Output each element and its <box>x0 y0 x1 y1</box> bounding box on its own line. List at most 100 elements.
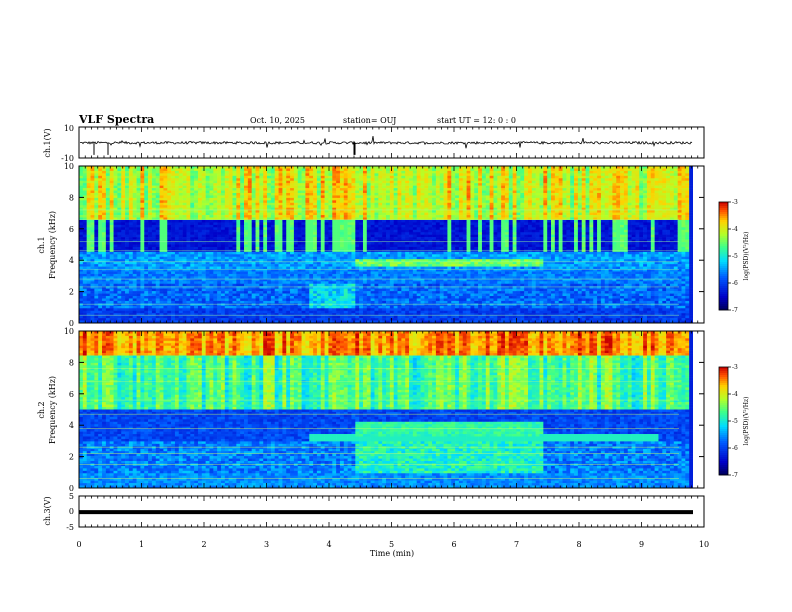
spectrogram-cell <box>478 212 483 216</box>
spectrogram-cell <box>443 178 448 182</box>
spectrogram-cell <box>574 219 579 223</box>
spectrogram-cell <box>662 173 667 177</box>
spectrogram-cell <box>163 166 168 169</box>
spectrogram-cell <box>263 205 268 208</box>
spectrogram-cell <box>355 188 360 191</box>
spectrogram-cell <box>439 224 444 228</box>
spectrogram-cell <box>125 175 130 179</box>
spectrogram-cell <box>313 168 318 172</box>
spectrogram-cell <box>90 170 95 174</box>
spectrogram-cell <box>543 180 548 184</box>
spectrogram-cell <box>102 232 107 235</box>
spectrogram-cell <box>677 200 682 204</box>
spectrogram-cell <box>82 188 87 191</box>
spectrogram-cell <box>251 217 256 221</box>
spectrogram-cell <box>416 200 421 204</box>
spectrogram-cell <box>309 210 314 213</box>
spectrogram-cell <box>370 210 375 213</box>
spectrogram-cell <box>627 212 632 216</box>
spectrogram-cell <box>612 188 617 191</box>
spectrogram-cell <box>267 200 272 204</box>
spectrogram-cell <box>171 217 176 221</box>
spectrogram-cell <box>462 173 467 177</box>
spectrogram-cell <box>424 215 429 218</box>
spectrogram-cell <box>623 232 629 235</box>
spectrogram-cell <box>386 229 391 233</box>
spectrogram-cell <box>263 197 268 201</box>
spectrogram-cell <box>493 178 498 182</box>
spectrogram-cell <box>259 173 264 177</box>
spectrogram-cell <box>623 200 629 204</box>
spectrogram-cell <box>144 202 149 206</box>
spectrogram-cell <box>646 183 652 186</box>
spectrogram-cell <box>389 229 394 233</box>
spectrogram-cell <box>677 170 682 174</box>
spectrogram-cell <box>328 166 333 169</box>
spectrogram-cell <box>190 234 195 238</box>
spectrogram-cell <box>293 195 299 199</box>
spectrogram-cell <box>136 219 141 223</box>
spectrogram-cell <box>244 227 249 231</box>
spectrogram-cell <box>182 222 187 226</box>
spectrogram-cell <box>339 229 345 233</box>
spectrogram-cell <box>232 192 237 196</box>
spectrogram-cell <box>205 185 210 189</box>
spectrogram-cell <box>666 210 671 213</box>
spectrogram-cell <box>543 175 548 179</box>
spectrogram-cell <box>178 229 183 233</box>
spectrogram-cell <box>286 205 291 208</box>
spectrogram-cell <box>290 234 295 238</box>
spectrogram-cell <box>240 166 245 169</box>
spectrogram-cell <box>620 232 625 235</box>
spectrogram-cell <box>251 168 256 172</box>
spectrogram-cell <box>163 222 168 226</box>
spectrogram-cell <box>627 197 632 201</box>
spectrogram-cell <box>604 200 609 204</box>
spectrogram-cell <box>366 173 371 177</box>
spectrogram-cell <box>397 190 402 194</box>
spectrogram-cell <box>612 190 617 194</box>
spectrogram-cell <box>443 222 448 226</box>
spectrogram-cell <box>389 207 394 211</box>
spectrogram-cell <box>320 170 325 174</box>
spectrogram-cell <box>627 168 632 172</box>
spectrogram-cell <box>82 234 87 238</box>
spectrogram-cell <box>462 237 467 240</box>
spectrogram-cell <box>236 170 241 174</box>
spectrogram-cell <box>98 242 103 245</box>
spectrogram-cell <box>228 207 233 211</box>
spectrogram-cell <box>470 237 475 240</box>
spectrogram-cell <box>489 205 494 208</box>
spectrogram-cell <box>497 168 502 172</box>
spectrogram-cell <box>182 205 187 208</box>
spectrogram-cell <box>501 234 506 238</box>
spectrogram-cell <box>359 166 364 169</box>
spectrogram-cell <box>508 219 513 223</box>
spectrogram-cell <box>297 202 302 206</box>
spectrogram-cell <box>489 192 494 196</box>
spectrogram-cell <box>328 210 333 213</box>
spectrogram-cell <box>128 168 134 172</box>
spectrogram-cell <box>458 180 464 184</box>
spectrogram-cell <box>148 242 153 245</box>
spectrogram-cell <box>627 237 632 240</box>
spectrogram-cell <box>324 173 329 177</box>
spectrogram-cell <box>666 195 671 199</box>
spectrogram-cell <box>232 207 237 211</box>
spectrogram-cell <box>378 173 383 177</box>
spectrogram-cell <box>462 229 467 233</box>
spectrogram-cell <box>320 168 325 172</box>
spectrogram-cell <box>374 232 379 235</box>
spectrogram-cell <box>159 215 164 218</box>
spectrogram-cell <box>79 168 84 172</box>
spectrogram-cell <box>236 237 241 240</box>
spectrogram-cell <box>424 219 429 223</box>
spectrogram-cell <box>481 166 487 169</box>
spectrogram-cell <box>627 185 632 189</box>
spectrogram-cell <box>370 183 375 186</box>
spectrogram-cell <box>362 227 368 231</box>
spectrogram-cell <box>658 190 663 194</box>
spectrogram-cell <box>128 207 134 211</box>
spectrogram-cell <box>443 188 448 191</box>
spectrogram-cell <box>612 192 617 196</box>
